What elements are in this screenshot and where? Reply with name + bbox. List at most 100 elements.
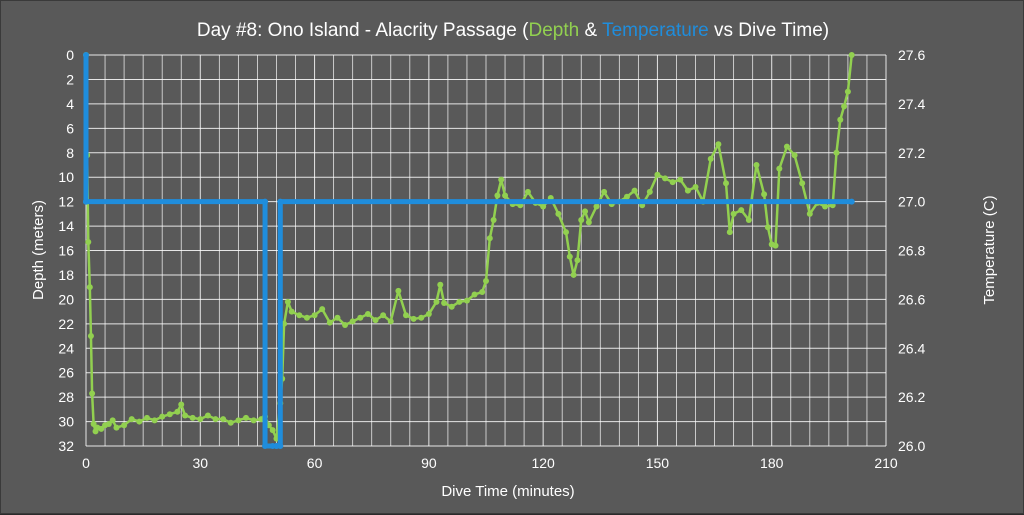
depth-point xyxy=(235,417,242,424)
depth-point xyxy=(204,412,211,419)
temperature-point xyxy=(848,198,855,205)
depth-point xyxy=(563,229,569,236)
depth-point xyxy=(319,306,326,313)
depth-point xyxy=(433,298,440,305)
depth-point xyxy=(494,192,501,199)
y-tick-label: 24 xyxy=(58,340,74,356)
temperature-point xyxy=(262,443,269,449)
depth-point xyxy=(326,319,333,326)
depth-point xyxy=(783,143,790,150)
title-suffix: vs Dive Time) xyxy=(709,20,829,41)
y2-tick-label: 27.6 xyxy=(898,47,925,63)
depth-point xyxy=(303,314,310,321)
depth-point xyxy=(448,303,455,310)
depth-point xyxy=(250,417,257,424)
temperature-series xyxy=(83,52,855,449)
depth-point xyxy=(692,183,699,190)
depth-point xyxy=(753,161,760,168)
depth-point xyxy=(342,322,349,329)
depth-point xyxy=(791,152,798,159)
depth-point xyxy=(745,216,752,223)
depth-point xyxy=(109,417,116,424)
y-tick-label: 20 xyxy=(58,291,74,307)
y2-tick-label: 26.4 xyxy=(898,340,925,356)
depth-point xyxy=(128,416,135,423)
depth-point xyxy=(715,141,722,148)
depth-point xyxy=(189,414,196,421)
title-amp: & xyxy=(579,20,602,41)
depth-point xyxy=(677,176,684,183)
depth-point xyxy=(364,311,371,318)
y2-tick-label: 27.4 xyxy=(898,96,925,112)
depth-point xyxy=(90,421,97,428)
depth-point xyxy=(85,238,92,245)
depth-point xyxy=(227,419,234,426)
depth-point xyxy=(197,416,204,423)
depth-point xyxy=(585,219,592,226)
depth-point xyxy=(220,416,227,423)
depth-point xyxy=(764,224,771,231)
y2-tick-label: 27.0 xyxy=(898,194,925,210)
depth-point xyxy=(566,253,573,260)
depth-point xyxy=(182,412,189,419)
depth-point xyxy=(570,271,577,278)
depth-point xyxy=(121,422,128,429)
depth-point xyxy=(410,315,417,322)
depth-point xyxy=(844,88,851,95)
depth-point xyxy=(806,210,813,217)
depth-point xyxy=(288,308,295,315)
depth-point xyxy=(284,298,291,305)
depth-point xyxy=(471,291,478,298)
depth-point xyxy=(730,210,737,217)
depth-point xyxy=(89,390,96,397)
depth-point xyxy=(418,314,425,321)
y-tick-label: 6 xyxy=(66,120,74,136)
y-tick-label: 28 xyxy=(58,389,74,405)
y-tick-label: 8 xyxy=(66,145,74,161)
depth-point xyxy=(582,208,589,215)
y2-tick-label: 26.8 xyxy=(898,243,925,259)
depth-point xyxy=(540,203,547,210)
depth-point xyxy=(151,417,158,424)
x-tick-label: 210 xyxy=(874,455,898,471)
y2-tick-label: 26.0 xyxy=(898,438,925,454)
depth-point xyxy=(669,179,676,186)
depth-point xyxy=(143,414,150,421)
depth-point xyxy=(555,210,562,217)
x-axis-title: Dive Time (minutes) xyxy=(441,483,574,500)
depth-point xyxy=(86,284,93,291)
y2-tick-label: 26.2 xyxy=(898,389,925,405)
depth-point xyxy=(646,188,653,195)
depth-point xyxy=(502,192,509,199)
depth-point xyxy=(623,193,630,200)
temperature-point xyxy=(262,198,269,205)
depth-point xyxy=(631,187,638,194)
depth-point xyxy=(159,413,166,420)
depth-point xyxy=(483,278,489,285)
depth-point xyxy=(601,188,608,195)
y-tick-label: 16 xyxy=(58,243,74,259)
depth-point xyxy=(98,425,105,432)
depth-point xyxy=(837,116,844,123)
depth-point xyxy=(654,171,661,178)
y2-tick-label: 27.2 xyxy=(898,145,925,161)
depth-point xyxy=(723,180,729,187)
depth-point xyxy=(87,333,94,340)
temperature-point xyxy=(83,52,89,58)
depth-point xyxy=(380,312,387,319)
depth-point xyxy=(387,318,394,325)
depth-point xyxy=(776,165,783,172)
depth-point xyxy=(166,411,173,418)
depth-point xyxy=(113,424,120,431)
x-axis-ticks: 0 30 60 90 120 150 180 210 xyxy=(82,455,898,471)
depth-point xyxy=(486,235,493,242)
depth-point xyxy=(524,188,531,195)
depth-series xyxy=(83,52,855,442)
temperature-point xyxy=(277,198,284,205)
depth-point xyxy=(738,207,745,214)
x-tick-label: 180 xyxy=(760,455,784,471)
y-tick-label: 22 xyxy=(58,316,74,332)
depth-point xyxy=(479,289,486,296)
